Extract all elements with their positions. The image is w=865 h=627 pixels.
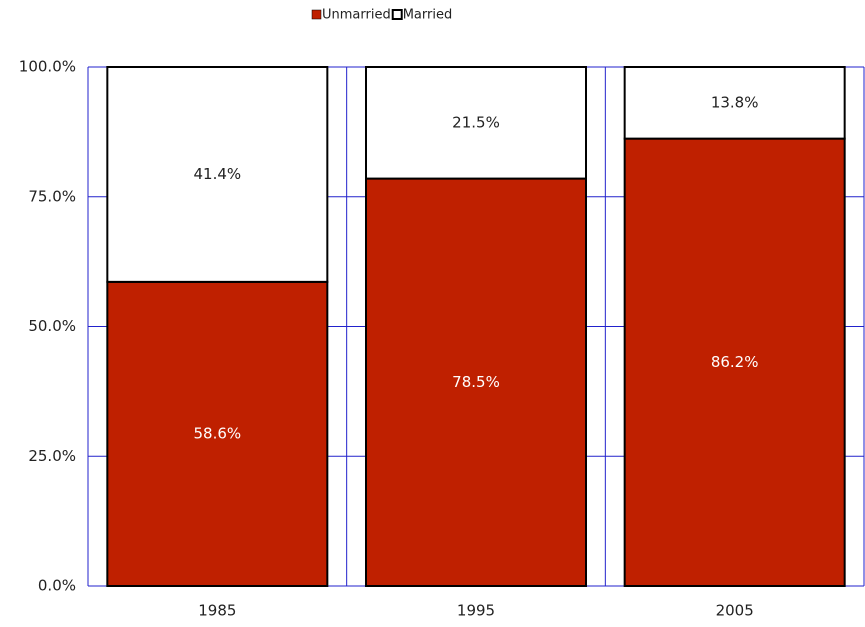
x-tick-label: 1995 xyxy=(457,602,495,620)
y-tick-label: 75.0% xyxy=(28,187,76,205)
x-tick-label: 1985 xyxy=(198,602,236,620)
value-label: 13.8% xyxy=(711,93,759,111)
y-tick-label: 25.0% xyxy=(28,447,76,465)
bar-segment xyxy=(365,177,587,588)
value-label: 58.6% xyxy=(194,424,242,442)
y-tick-label: 50.0% xyxy=(28,317,76,335)
value-label: 86.2% xyxy=(711,353,759,371)
value-label: 21.5% xyxy=(452,113,500,131)
value-label: 41.4% xyxy=(194,165,242,183)
bar-segment xyxy=(623,137,846,587)
legend-label: Unmarried xyxy=(322,8,391,23)
x-tick-label: 2005 xyxy=(716,602,754,620)
bar-segment xyxy=(365,66,587,180)
value-label: 78.5% xyxy=(452,373,500,391)
y-tick-label: 100.0% xyxy=(19,58,76,76)
legend-swatch xyxy=(391,9,403,20)
legend-swatch xyxy=(311,9,322,20)
bar-segment xyxy=(623,66,846,140)
bar-segment xyxy=(106,66,329,283)
legend-label: Married xyxy=(403,8,453,23)
bar-segment xyxy=(106,280,329,587)
y-tick-label: 0.0% xyxy=(38,577,76,595)
